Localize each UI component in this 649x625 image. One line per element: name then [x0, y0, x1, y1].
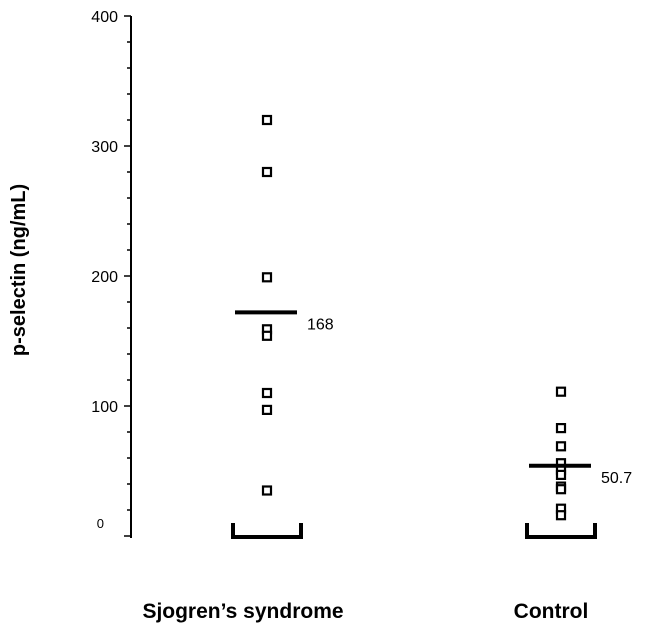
- data-point: [261, 114, 273, 126]
- mean-label-control: 50.7: [601, 470, 632, 487]
- y-tick-label-400: 400: [91, 9, 118, 26]
- data-point: [261, 330, 273, 341]
- data-point: [555, 386, 567, 397]
- y-axis: 0 100 200 300 400: [91, 9, 132, 538]
- data-point: [261, 387, 273, 399]
- category-label-control: Control: [514, 600, 589, 623]
- bracket-control: [525, 523, 597, 539]
- y-tick-label-300: 300: [91, 139, 118, 156]
- mean-label-sjogrens: 168: [307, 316, 334, 333]
- y-tick-label-0: 0: [97, 516, 104, 531]
- group-sjogrens: 168 Sjogren’s syndrome: [142, 114, 344, 623]
- data-point: [261, 404, 273, 415]
- data-point: [555, 484, 567, 495]
- data-point: [555, 423, 567, 434]
- points-sjogrens: [261, 114, 273, 496]
- bracket-sjogrens: [231, 523, 303, 539]
- category-label-sjogrens: Sjogren’s syndrome: [142, 600, 343, 623]
- y-tick-labels: 0 100 200 300 400: [91, 9, 118, 531]
- y-axis-title: p-selectin (ng/mL): [8, 184, 30, 356]
- group-control: 50.7 Control: [514, 386, 632, 623]
- data-point: [261, 272, 273, 283]
- data-point: [555, 510, 567, 521]
- data-point: [555, 469, 567, 480]
- y-ticks: [124, 15, 131, 537]
- data-point: [261, 166, 273, 178]
- data-groups: 168 Sjogren’s syndrome 50.7 Control: [142, 114, 632, 623]
- data-point: [555, 441, 567, 452]
- y-tick-label-200: 200: [91, 269, 118, 286]
- data-point: [261, 485, 273, 496]
- points-control: [555, 386, 567, 521]
- y-tick-label-100: 100: [91, 399, 118, 416]
